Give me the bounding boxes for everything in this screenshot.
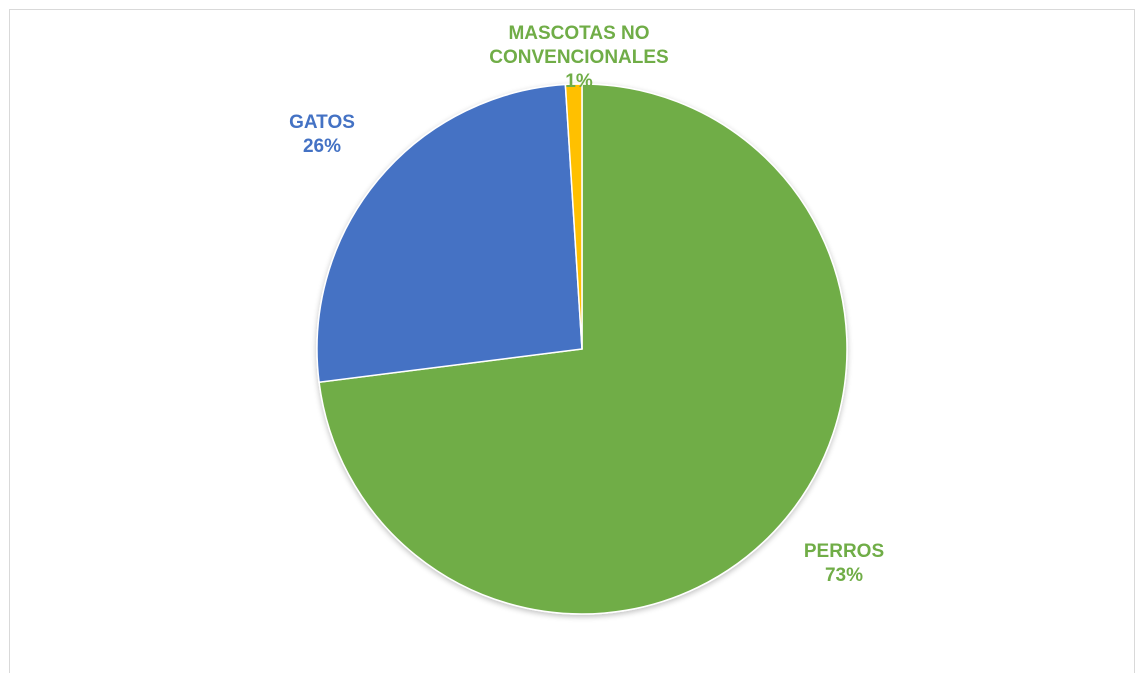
slice-label-perros-value: 73% bbox=[824, 565, 864, 586]
slice-label-mascotas-name-line1: MASCOTAS NO bbox=[508, 23, 650, 44]
slice-label-perros: PERROS 73% bbox=[794, 540, 894, 588]
slice-label-mascotas-no-convencionales: MASCOTAS NO CONVENCIONALES 1% bbox=[459, 22, 699, 94]
slice-label-mascotas-value: 1% bbox=[565, 71, 593, 92]
pie-slice-gatos bbox=[316, 83, 583, 384]
slice-label-perros-name: PERROS bbox=[803, 541, 885, 562]
slice-label-gatos-name: GATOS bbox=[289, 112, 355, 133]
slice-label-gatos-value: 26% bbox=[302, 136, 342, 157]
slice-label-mascotas-name-line2: CONVENCIONALES bbox=[489, 47, 669, 68]
slice-label-gatos: GATOS 26% bbox=[272, 111, 372, 159]
pie-slice-perros bbox=[318, 83, 848, 615]
pie-slice-mascotas-no-convencionales bbox=[564, 83, 583, 350]
